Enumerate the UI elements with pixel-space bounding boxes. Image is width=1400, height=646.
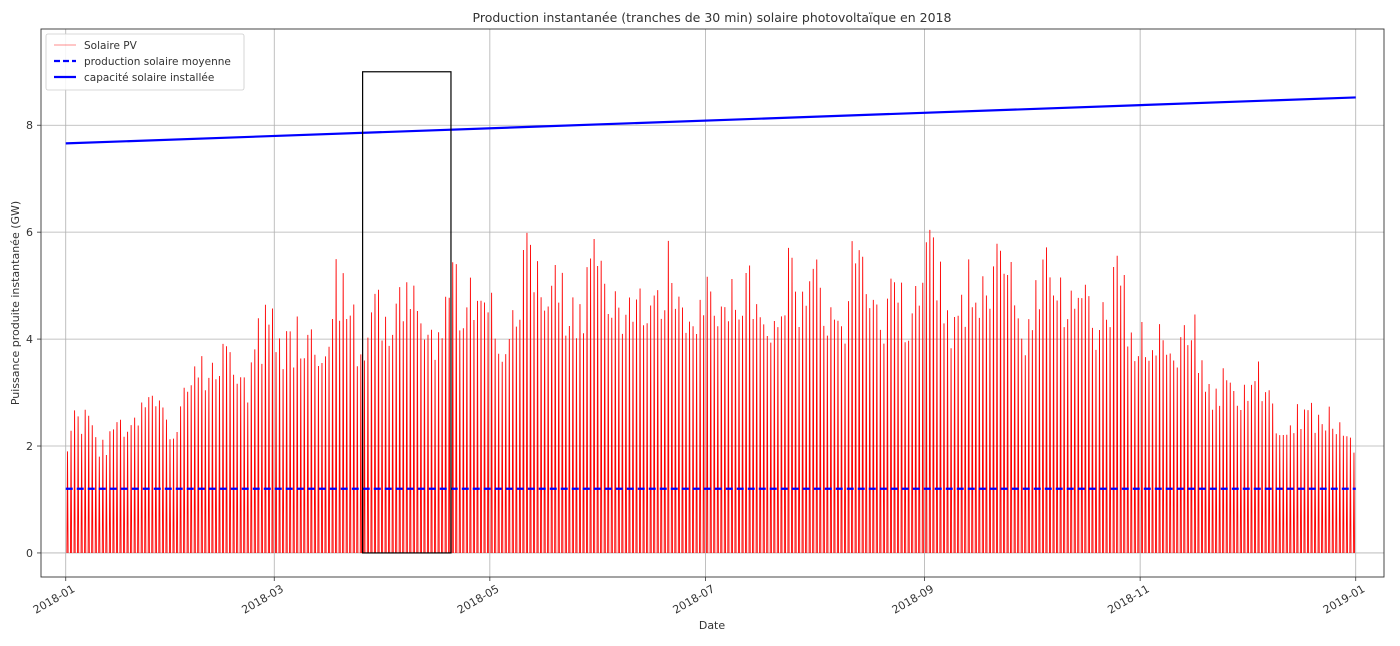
x-tick-label: 2018-05 — [455, 582, 501, 616]
highlight-rectangle — [362, 71, 452, 554]
y-tick-label: 8 — [26, 119, 33, 132]
y-tick-label: 2 — [26, 440, 33, 453]
series-capacite-installee — [65, 96, 1356, 145]
grid-lines — [41, 29, 1384, 577]
plot-area — [65, 96, 1356, 553]
annotations — [362, 71, 452, 554]
x-tick-label: 2018-01 — [31, 582, 77, 616]
legend-entry-solaire-pv-label: Solaire PV — [84, 40, 138, 52]
legend: Solaire PV production solaire moyenne capa… — [45, 33, 245, 91]
legend-box — [45, 33, 245, 91]
y-tick-label: 0 — [26, 547, 33, 560]
x-tick-label: 2018-11 — [1105, 582, 1151, 616]
series-solaire-pv — [66, 229, 1356, 553]
y-tick-label: 4 — [26, 333, 33, 346]
axes-frame — [40, 28, 1385, 578]
x-tick-label: 2019-01 — [1321, 582, 1367, 616]
legend-entry-production-moyenne-label: production solaire moyenne — [84, 56, 231, 68]
x-axis-label: Date — [699, 619, 726, 632]
x-tick-label: 2018-07 — [671, 582, 717, 616]
chart-title: Production instantanée (tranches de 30 m… — [473, 10, 952, 25]
y-axis-label: Puissance produite instantanée (GW) — [9, 201, 22, 405]
x-tick-label: 2018-09 — [890, 582, 936, 616]
y-tick-label: 6 — [26, 226, 33, 239]
legend-entry-capacite-installee-label: capacité solaire installée — [84, 72, 214, 84]
x-tick-label: 2018-03 — [239, 582, 285, 616]
